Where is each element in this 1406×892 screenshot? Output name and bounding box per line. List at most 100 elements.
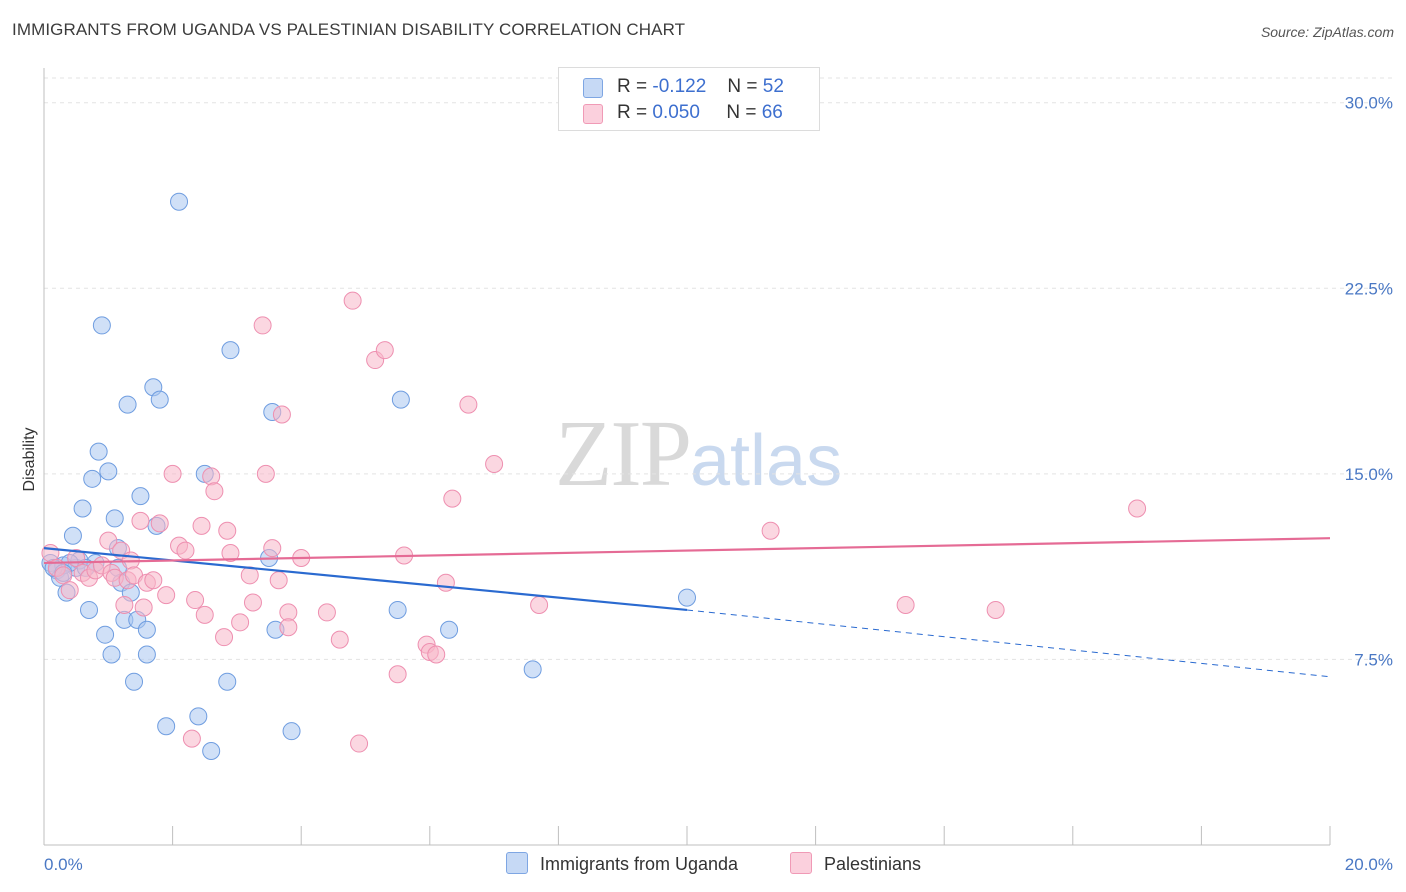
point-uganda [157, 717, 176, 736]
watermark-zip: ZIP [555, 402, 692, 506]
point-uganda [137, 645, 156, 664]
point-palestinians [986, 600, 1005, 619]
point-uganda [189, 707, 208, 726]
point-uganda [125, 672, 144, 691]
legend-n-label: N = [726, 102, 757, 123]
point-palestinians [279, 618, 298, 637]
chart-title: IMMIGRANTS FROM UGANDA VS PALESTINIAN DI… [12, 20, 686, 39]
trend-line-palestinians [43, 537, 1331, 565]
watermark-atlas: atlas [690, 421, 843, 501]
point-uganda [202, 741, 221, 760]
legend-r-value-uganda: -0.122 [652, 76, 707, 97]
point-palestinians [163, 464, 182, 483]
point-uganda [221, 341, 240, 360]
point-palestinians [436, 573, 455, 592]
legend-n-label: N = [727, 76, 758, 97]
legend-n-value-palestinians: 66 [761, 102, 783, 123]
bottom-legend-label-palestinians: Palestinians [824, 854, 922, 874]
point-uganda [391, 390, 410, 409]
trend-line-uganda [43, 547, 688, 612]
point-palestinians [99, 531, 118, 550]
point-palestinians [485, 454, 504, 473]
point-uganda [218, 672, 237, 691]
point-palestinians [134, 598, 153, 617]
correlation-legend: R = -0.122 N = 52 R = 0.050 N = 66 [558, 67, 820, 131]
point-uganda [170, 192, 189, 211]
y-tick-label: 30.0% [1345, 94, 1393, 113]
point-palestinians [157, 586, 176, 605]
point-palestinians [269, 571, 288, 590]
legend-n-value-uganda: 52 [762, 76, 784, 97]
point-palestinians [218, 521, 237, 540]
point-palestinians [243, 593, 262, 612]
point-palestinians [350, 734, 369, 753]
point-palestinians [459, 395, 478, 414]
point-palestinians [896, 596, 915, 615]
point-palestinians [388, 665, 407, 684]
bottom-legend-swatch-palestinians [790, 852, 812, 874]
point-palestinians [202, 467, 221, 486]
point-palestinians [115, 596, 134, 615]
point-uganda [131, 487, 150, 506]
y-tick-label: 22.5% [1345, 279, 1393, 298]
point-uganda [388, 600, 407, 619]
bottom-legend-label-uganda: Immigrants from Uganda [540, 854, 739, 874]
point-uganda [92, 316, 111, 335]
point-uganda [137, 620, 156, 639]
x-tick-label: 20.0% [1345, 855, 1393, 874]
legend-r-label: R = [617, 76, 648, 97]
legend-swatch-uganda [583, 78, 603, 98]
point-palestinians [182, 729, 201, 748]
point-uganda [678, 588, 696, 607]
point-palestinians [54, 566, 73, 585]
point-palestinians [330, 630, 349, 649]
y-tick-label: 15.0% [1345, 465, 1393, 484]
point-uganda [523, 660, 542, 679]
point-palestinians [131, 511, 150, 530]
bottom-legend-swatch-uganda [506, 852, 528, 874]
legend-r-label: R = [617, 102, 648, 123]
point-uganda [96, 625, 115, 644]
y-axis-title: Disability [21, 427, 38, 491]
point-palestinians [256, 464, 275, 483]
point-palestinians [443, 489, 462, 508]
point-palestinians [427, 645, 446, 664]
point-palestinians [263, 539, 282, 558]
point-uganda [63, 526, 82, 545]
point-uganda [102, 645, 121, 664]
point-palestinians [150, 514, 169, 533]
point-uganda [105, 509, 124, 528]
point-palestinians [195, 605, 214, 624]
point-uganda [440, 620, 459, 639]
point-uganda [118, 395, 137, 414]
point-palestinians [761, 521, 780, 540]
source-label: Source: ZipAtlas.com [1260, 24, 1394, 40]
point-palestinians [231, 613, 250, 632]
point-palestinians [375, 341, 394, 360]
watermark: ZIPatlas [555, 400, 842, 508]
trend-line-uganda-extension [686, 609, 1331, 678]
point-palestinians [205, 482, 224, 501]
point-palestinians [60, 581, 79, 600]
legend-swatch-palestinians [583, 104, 603, 124]
point-palestinians [272, 405, 291, 424]
y-tick-label: 7.5% [1354, 650, 1393, 669]
point-uganda [83, 469, 102, 488]
point-palestinians [192, 516, 211, 535]
point-palestinians [343, 291, 362, 310]
point-palestinians [144, 571, 163, 590]
point-uganda [80, 600, 99, 619]
point-palestinians [176, 541, 195, 560]
point-uganda [150, 390, 169, 409]
point-palestinians [253, 316, 272, 335]
point-palestinians [221, 544, 240, 563]
point-palestinians [317, 603, 336, 622]
point-uganda [73, 499, 92, 518]
x-tick-label: 0.0% [44, 855, 83, 874]
point-palestinians [186, 591, 205, 610]
point-uganda [99, 462, 118, 481]
legend-r-value-palestinians: 0.050 [652, 102, 700, 123]
bottom-legend-uganda: Immigrants from Uganda [506, 852, 738, 875]
point-uganda [89, 442, 108, 461]
point-palestinians [1128, 499, 1147, 518]
